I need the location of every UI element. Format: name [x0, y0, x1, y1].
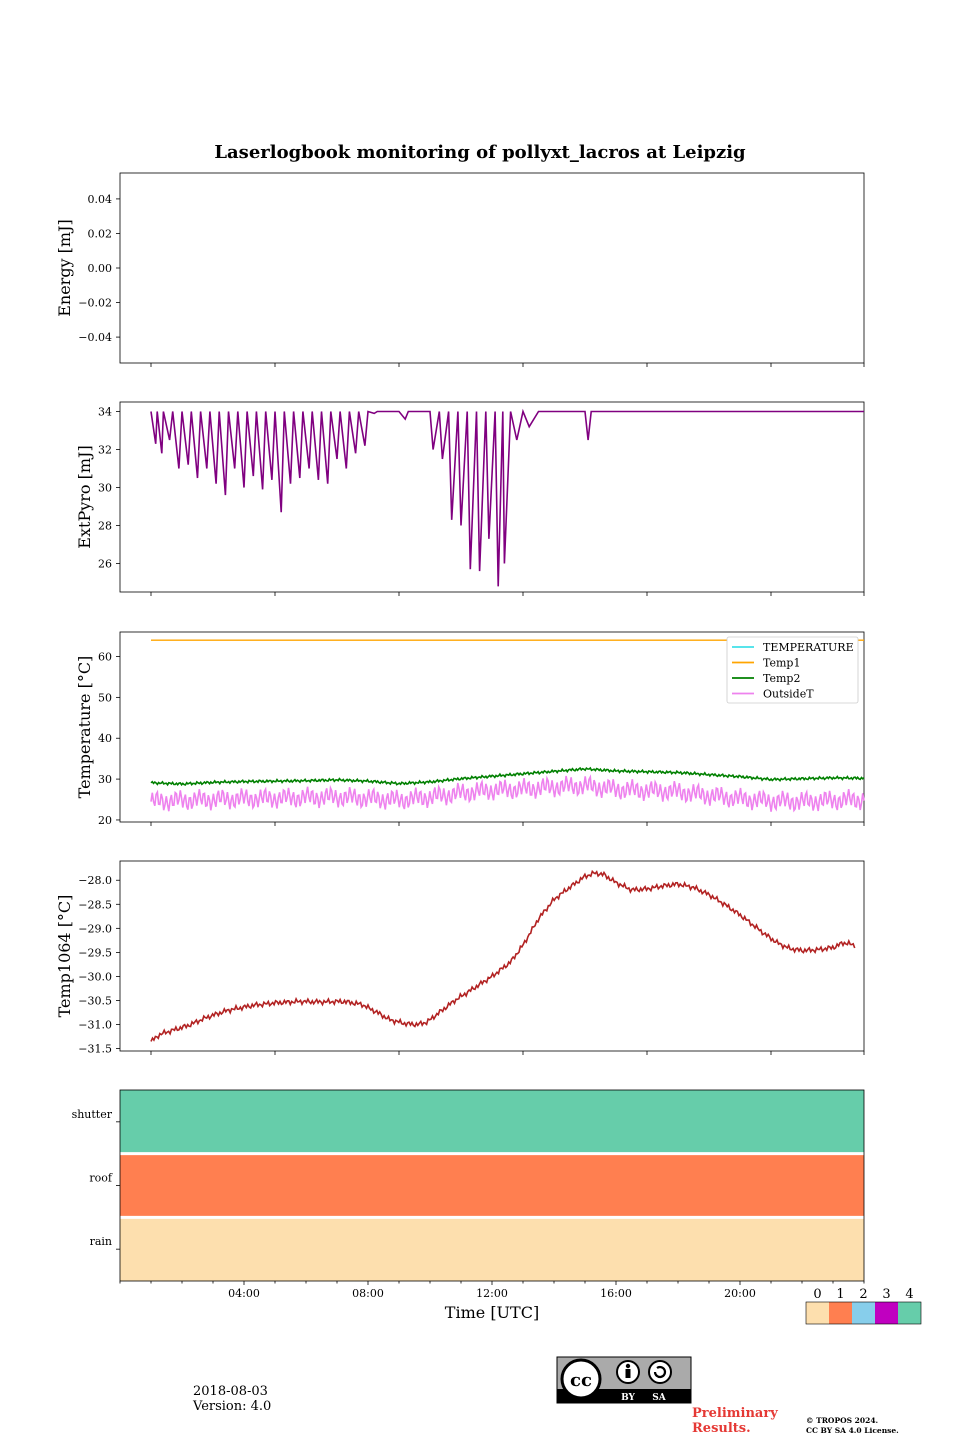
cc-logo-text: cc — [570, 1370, 592, 1391]
ytick-label: −0.04 — [78, 331, 112, 344]
y-axis-label: Temp1064 [°C] — [55, 895, 74, 1018]
xtick-label: 16:00 — [600, 1287, 632, 1300]
colorbar-tick-label: 1 — [836, 1287, 844, 1302]
legend-box — [726, 636, 859, 704]
by-person-head — [625, 1363, 631, 1369]
axes-frame — [119, 172, 865, 364]
ytick-label: −28.0 — [78, 874, 112, 887]
panel-1: 0.04 0.02 0.00 −0.02 −0.04 Energy [mJ] — [55, 172, 865, 367]
panel-4: −28.0 −28.5 −29.0 −29.5 −30.0 −30.5 −31.0 −31.5… — [55, 860, 865, 1056]
colorbar-tick-label: 2 — [859, 1287, 867, 1302]
axes-frame — [119, 860, 865, 1052]
panel-5: shutter roof rain 04:00 08:00 12:00 16:00 20:00… — [72, 1089, 922, 1325]
row-label-rain: rain — [90, 1235, 112, 1248]
sa-share-icon — [648, 1360, 672, 1384]
ytick-label: 30 — [98, 773, 112, 786]
panel-2: 34 32 30 28 26 ExtPyro [mJ] — [75, 401, 865, 596]
ytick-label: −30.5 — [78, 994, 112, 1007]
status-row-rain — [120, 1217, 864, 1281]
row-label-shutter: shutter — [72, 1108, 113, 1121]
colorbar-swatch-1 — [829, 1302, 852, 1324]
axes-frame — [119, 401, 865, 593]
colorbar-tick-label: 0 — [813, 1287, 821, 1302]
legend-label-outsidet: OutsideT — [763, 688, 814, 701]
colorbar-swatch-4 — [898, 1302, 921, 1324]
badge-by-label: BY — [621, 1393, 635, 1403]
ytick-label: −31.0 — [78, 1019, 112, 1032]
ytick-label: 30 — [98, 482, 112, 495]
figure-title: Laserlogbook monitoring of pollyxt_lacro… — [214, 142, 746, 163]
ytick-label: 34 — [98, 406, 112, 419]
preliminary-line-1: Preliminary — [692, 1406, 778, 1421]
cc-by-sa-badge: cc BY SA — [556, 1356, 692, 1404]
panel-3: 60 50 40 30 20 Temperature [°C] TEMPERATURE Tem… — [75, 631, 865, 827]
ytick-label: −30.0 — [78, 970, 112, 983]
ytick-label: −29.0 — [78, 922, 112, 935]
ytick-label: 26 — [98, 558, 112, 571]
colorbar-tick-label: 4 — [905, 1287, 913, 1302]
ytick-label: −28.5 — [78, 898, 112, 911]
ytick-label: 40 — [98, 732, 112, 745]
status-row-roof — [120, 1153, 864, 1218]
series-temp2 — [150, 766, 865, 787]
xtick-label: 08:00 — [352, 1287, 384, 1300]
colorbar-swatch-2 — [852, 1302, 875, 1324]
ytick-label: 50 — [98, 691, 112, 704]
y-axis-label: Energy [mJ] — [55, 219, 74, 317]
ytick-label: 20 — [98, 814, 112, 827]
series-outsidet — [150, 774, 865, 813]
series-extpyro — [150, 408, 864, 587]
by-person-body — [625, 1369, 631, 1378]
ytick-label: 60 — [98, 651, 112, 664]
ytick-label: −29.5 — [78, 946, 112, 959]
cc-logo-icon — [560, 1358, 602, 1400]
ytick-label: −31.5 — [78, 1043, 112, 1056]
ytick-label: 32 — [98, 444, 112, 457]
ytick-label: 28 — [98, 520, 112, 533]
series-temp1064 — [150, 869, 856, 1042]
badge-sa-label: SA — [652, 1393, 666, 1403]
status-row-shutter — [120, 1090, 864, 1154]
ytick-label: 0.00 — [88, 262, 113, 275]
row-label-roof: roof — [89, 1172, 113, 1185]
ytick-label: 0.04 — [88, 193, 113, 206]
preliminary-text: Preliminary Results. — [692, 1406, 778, 1436]
legend-label-temp2: Temp2 — [763, 672, 800, 685]
y-axis-label: ExtPyro [mJ] — [75, 445, 94, 548]
version-label: Version: 4.0 — [193, 1399, 272, 1414]
legend-label-temp1: Temp1 — [763, 657, 800, 670]
colorbar-swatch-3 — [875, 1302, 898, 1324]
date-label: 2018-08-03 — [193, 1384, 268, 1399]
xtick-label: 20:00 — [724, 1287, 756, 1300]
ytick-label: −0.02 — [78, 297, 112, 310]
xtick-label: 12:00 — [476, 1287, 508, 1300]
colorbar-tick-label: 3 — [882, 1287, 890, 1302]
ytick-label: 0.02 — [88, 227, 113, 240]
legend-label-temperature: TEMPERATURE — [763, 641, 854, 654]
preliminary-line-2: Results. — [692, 1421, 751, 1436]
copyright-note: © TROPOS 2024. CC BY SA 4.0 License. — [806, 1416, 899, 1436]
xtick-label: 04:00 — [228, 1287, 260, 1300]
x-axis-label: Time [UTC] — [445, 1303, 539, 1322]
colorbar-swatch-0 — [806, 1302, 829, 1324]
y-axis-label: Temperature [°C] — [75, 656, 94, 799]
legend: TEMPERATURE Temp1 Temp2 OutsideT — [726, 636, 859, 704]
copyright-line-2: CC BY SA 4.0 License. — [806, 1426, 899, 1435]
sa-arrow — [653, 1365, 667, 1379]
colorbar-frame — [805, 1301, 922, 1325]
copyright-line-1: © TROPOS 2024. — [806, 1416, 879, 1425]
preliminary-results-note: Preliminary Results. — [692, 1406, 778, 1436]
